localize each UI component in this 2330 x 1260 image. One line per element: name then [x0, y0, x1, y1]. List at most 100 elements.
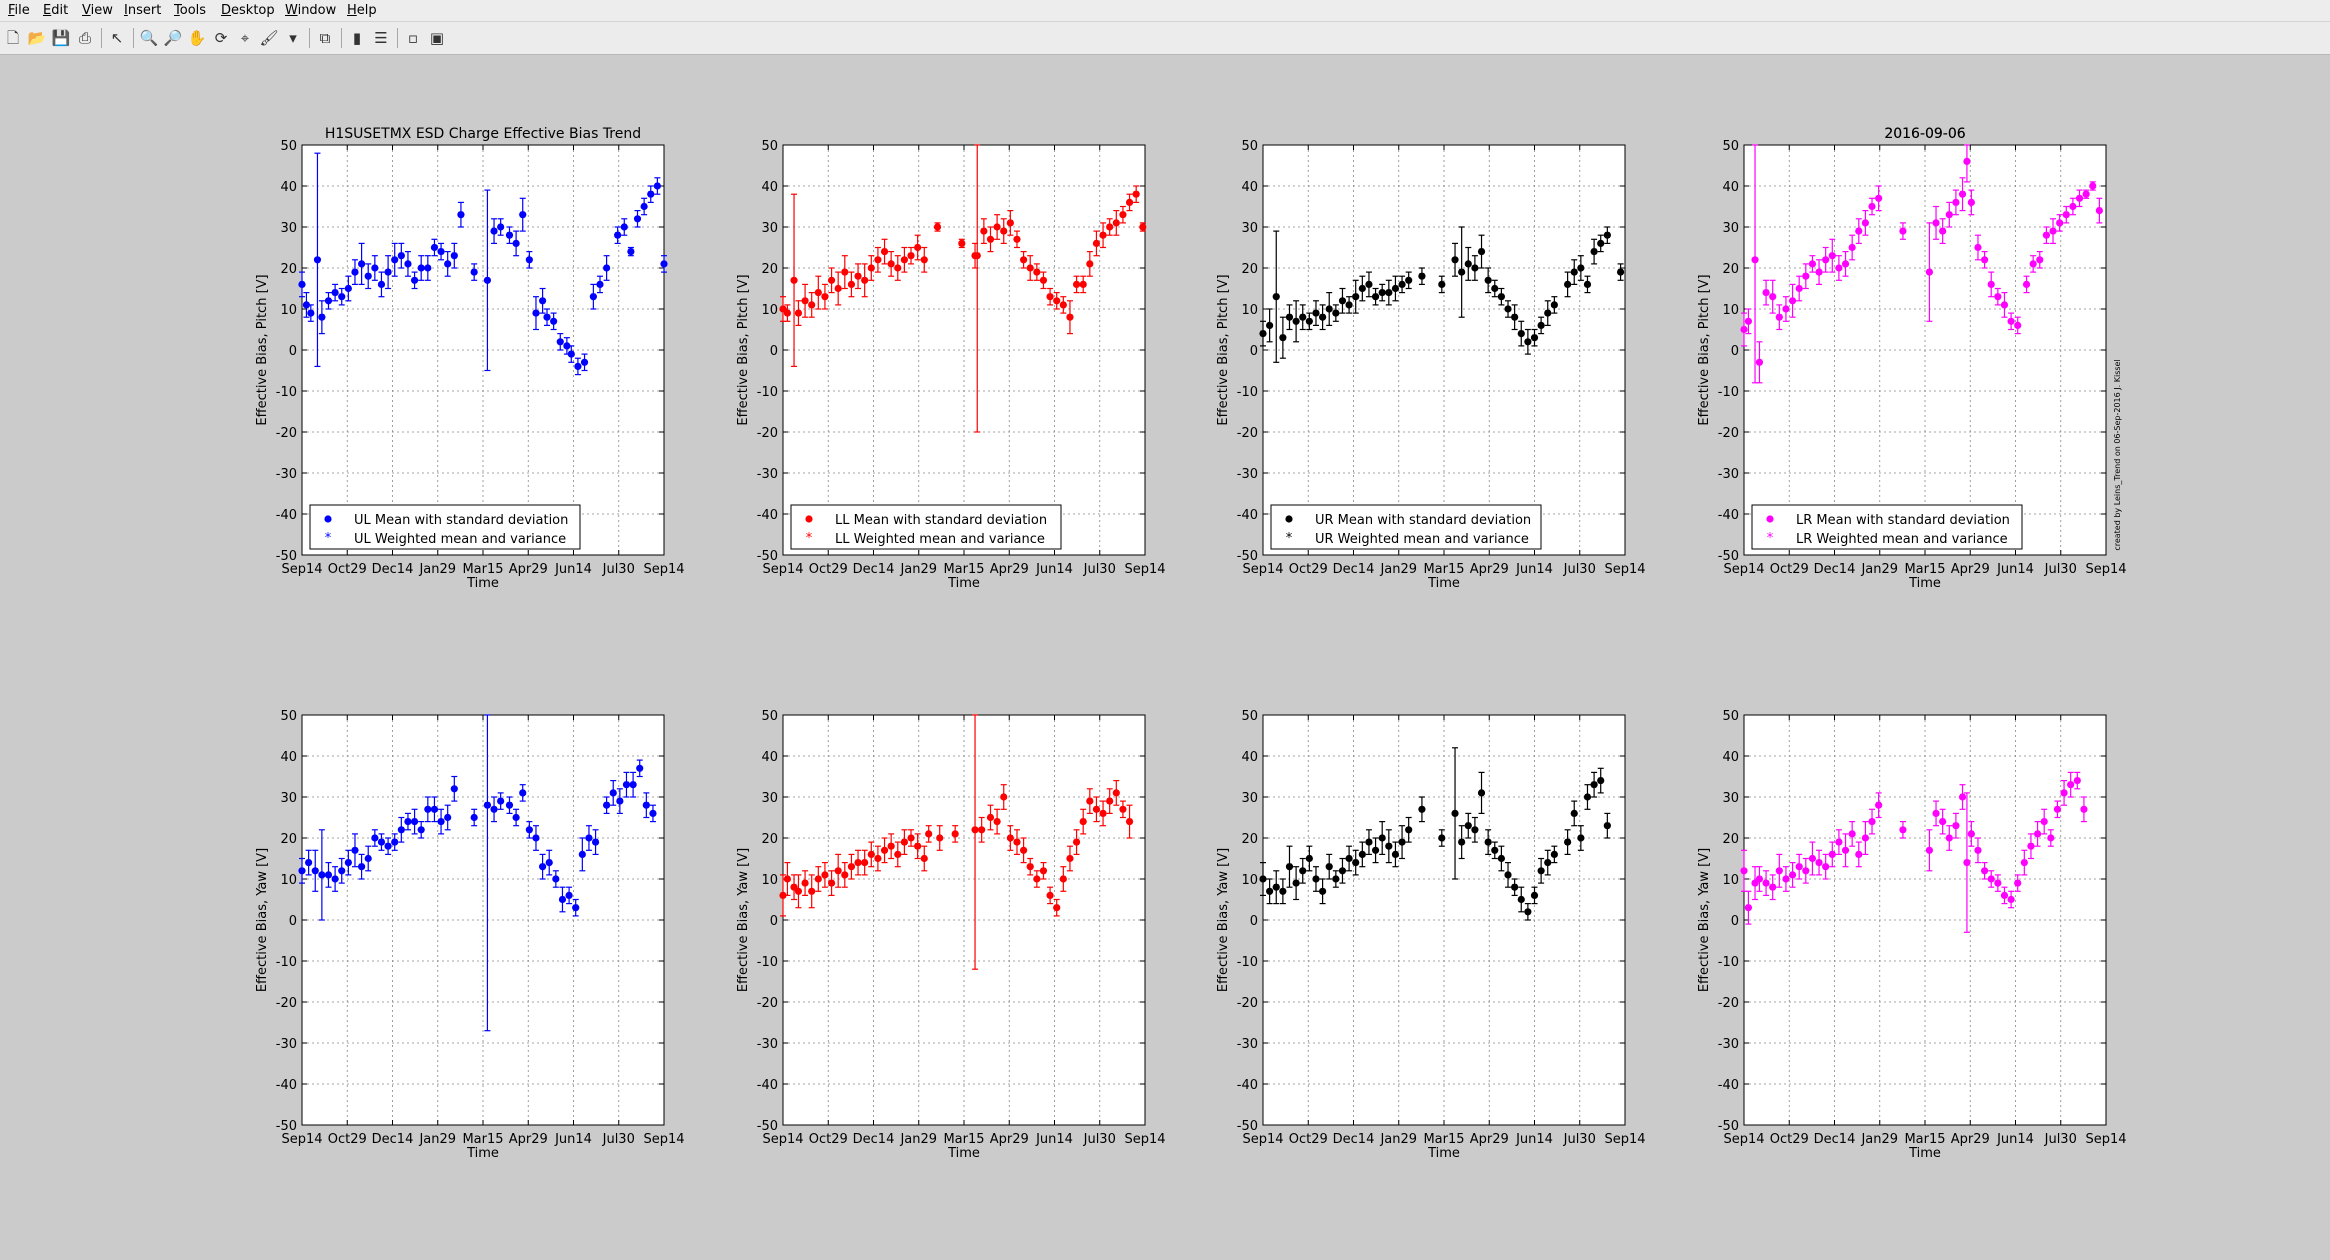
- menu-help[interactable]: Help: [347, 3, 377, 18]
- mean-marker: [1808, 854, 1817, 863]
- show-plot-tools-icon[interactable]: ▣: [429, 29, 445, 47]
- weighted-marker: *: [2097, 205, 2103, 218]
- legend-box: [309, 504, 581, 550]
- data-point: *: [2007, 890, 2015, 909]
- data-point: *: [532, 825, 540, 851]
- menu-edit[interactable]: Edit: [43, 3, 69, 18]
- data-point: *: [1616, 263, 1625, 281]
- y-tick-label: 30: [1241, 791, 1258, 806]
- mean-marker: [1939, 227, 1947, 235]
- mean-marker: [1570, 268, 1578, 276]
- data-point: *: [1963, 144, 1971, 183]
- data-point: *: [2014, 316, 2022, 335]
- weighted-marker: *: [926, 828, 932, 841]
- mean-marker: [545, 859, 553, 867]
- hide-plot-tools-icon[interactable]: ▫: [407, 29, 419, 47]
- data-point: *: [1305, 845, 1313, 872]
- mean-marker: [1980, 256, 1989, 264]
- menu-desktop[interactable]: Desktop: [221, 3, 275, 18]
- mean-marker: [1259, 875, 1267, 883]
- data-point: *: [958, 237, 966, 250]
- new-figure-icon[interactable]: 🗋: [6, 29, 20, 47]
- weighted-marker: *: [2037, 254, 2043, 267]
- mean-marker: [920, 256, 928, 264]
- zoom-in-icon[interactable]: 🔍: [139, 29, 159, 47]
- y-tick-label: 50: [761, 709, 778, 724]
- data-point: *: [1019, 837, 1028, 864]
- data-point: *: [874, 246, 882, 273]
- data-point: *: [914, 234, 922, 261]
- mean-marker: [1848, 830, 1856, 838]
- weighted-marker: *: [520, 209, 526, 222]
- data-point: *: [647, 185, 655, 203]
- weighted-marker: *: [796, 885, 802, 898]
- weighted-marker: *: [533, 307, 539, 320]
- y-tick-label: -20: [1237, 426, 1258, 441]
- brush-icon[interactable]: 🖌: [259, 29, 279, 47]
- weighted-marker: *: [835, 865, 841, 878]
- y-tick-label: 40: [1722, 180, 1739, 195]
- data-cursor-icon[interactable]: ⌖: [240, 29, 250, 47]
- x-tick-label: Dec14: [372, 1132, 414, 1147]
- mean-marker: [1577, 264, 1585, 272]
- zoom-out-icon[interactable]: 🔎: [163, 29, 183, 47]
- weighted-marker: *: [1849, 242, 1855, 255]
- pan-hand-icon[interactable]: ✋: [187, 29, 207, 47]
- y-tick-label: 40: [1241, 750, 1258, 765]
- weighted-marker: *: [1080, 278, 1086, 291]
- menu-file[interactable]: File: [8, 3, 30, 18]
- brush-dropdown-icon[interactable]: ▾: [289, 29, 297, 47]
- weighted-marker: *: [1933, 807, 1939, 820]
- data-point: *: [841, 255, 849, 290]
- weighted-marker: *: [1094, 803, 1100, 816]
- weighted-marker: *: [1326, 861, 1332, 874]
- menu-window[interactable]: Window: [285, 3, 337, 18]
- data-point: *: [1497, 287, 1505, 306]
- menu-view[interactable]: View: [82, 3, 113, 18]
- mean-marker: [563, 342, 571, 350]
- save-icon[interactable]: 💾: [51, 29, 71, 47]
- mean-marker: [1006, 834, 1014, 842]
- menu-tools[interactable]: Tools: [174, 3, 207, 18]
- data-point: *: [1312, 300, 1320, 326]
- open-file-icon[interactable]: 📂: [27, 29, 47, 47]
- mean-marker: [1332, 309, 1340, 317]
- x-tick-label: Oct29: [1289, 562, 1328, 577]
- insert-colorbar-icon[interactable]: ▮: [352, 29, 362, 47]
- weighted-marker: *: [882, 246, 888, 259]
- mean-marker: [834, 284, 842, 293]
- data-point: *: [1086, 788, 1094, 815]
- weighted-marker: *: [1856, 225, 1862, 238]
- link-plot-icon[interactable]: ⧉: [319, 29, 331, 47]
- data-point: *: [971, 714, 979, 970]
- data-point: *: [311, 849, 319, 892]
- x-tick-label: Jul30: [2044, 562, 2077, 577]
- data-point: *: [794, 874, 803, 909]
- data-point: *: [371, 829, 379, 847]
- mean-marker: [636, 764, 644, 772]
- print-icon[interactable]: ⎙: [78, 29, 91, 47]
- menu-insert[interactable]: Insert: [124, 3, 162, 18]
- weighted-marker: *: [959, 237, 965, 250]
- mean-marker: [1530, 891, 1539, 900]
- insert-legend-icon[interactable]: ☰: [374, 29, 388, 47]
- weighted-marker: *: [339, 865, 345, 878]
- y-tick-label: -10: [757, 955, 778, 970]
- y-tick-label: -50: [1718, 549, 1739, 564]
- mean-marker: [900, 838, 909, 846]
- mean-marker: [1000, 227, 1008, 235]
- rotate-3d-icon[interactable]: ⟳: [214, 29, 228, 47]
- mean-marker: [971, 826, 979, 834]
- data-point: *: [609, 779, 617, 806]
- data-point: *: [2082, 188, 2090, 201]
- edit-plot-arrow-icon[interactable]: ↖: [110, 29, 124, 47]
- x-tick-label: Oct29: [1770, 562, 1809, 577]
- weighted-marker: *: [1863, 832, 1869, 845]
- y-tick-label: -10: [757, 385, 778, 400]
- data-point: *: [391, 833, 399, 851]
- data-point: *: [1782, 296, 1790, 322]
- data-point: *: [1092, 230, 1101, 257]
- data-point: *: [404, 251, 412, 277]
- data-point: *: [505, 796, 514, 815]
